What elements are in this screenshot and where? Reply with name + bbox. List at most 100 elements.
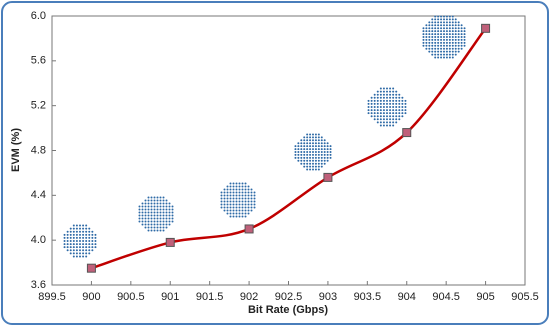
constellation-dot bbox=[445, 44, 448, 47]
constellation-dot bbox=[463, 38, 466, 41]
constellation-dot bbox=[229, 203, 232, 206]
constellation-dot bbox=[382, 115, 385, 118]
constellation-dot bbox=[448, 44, 451, 47]
constellation-dot bbox=[460, 33, 463, 36]
constellation-dot bbox=[82, 249, 85, 252]
constellation-dot bbox=[398, 118, 401, 121]
constellation-dot bbox=[428, 33, 431, 36]
constellation-dot bbox=[303, 159, 306, 162]
constellation-dot bbox=[150, 211, 153, 214]
constellation-dot bbox=[82, 227, 85, 230]
constellation-dot bbox=[147, 205, 150, 208]
constellation-dot bbox=[85, 233, 88, 236]
constellation-dot bbox=[241, 212, 244, 215]
constellation-dot bbox=[401, 96, 404, 99]
constellation-dot bbox=[320, 139, 323, 142]
constellation-dot bbox=[428, 36, 431, 38]
constellation-dot bbox=[229, 215, 232, 218]
constellation-dot bbox=[297, 148, 300, 151]
constellation-dot bbox=[376, 99, 379, 102]
constellation-dot bbox=[232, 206, 235, 209]
constellation-dot bbox=[223, 206, 226, 209]
constellation-dot bbox=[382, 102, 385, 105]
constellation-dot bbox=[425, 30, 428, 33]
constellation-dot bbox=[401, 112, 404, 115]
constellation-dot bbox=[373, 93, 376, 96]
constellation-dot bbox=[454, 24, 457, 27]
constellation-dot bbox=[226, 200, 229, 203]
constellation-dot bbox=[425, 33, 428, 36]
constellation-dot bbox=[389, 109, 392, 112]
constellation-dot bbox=[66, 233, 69, 236]
series-line bbox=[91, 27, 487, 270]
constellation-dot bbox=[306, 159, 309, 162]
constellation-dot bbox=[220, 203, 223, 206]
constellation-dot bbox=[395, 118, 398, 121]
constellation-dot bbox=[294, 151, 297, 153]
constellation-dot bbox=[306, 133, 309, 136]
constellation-dot bbox=[75, 255, 78, 258]
constellation-dot bbox=[317, 165, 320, 168]
constellation-dot bbox=[323, 139, 326, 142]
constellation-dot bbox=[326, 145, 329, 148]
constellation-dot bbox=[226, 188, 229, 191]
constellation-dot bbox=[235, 182, 238, 185]
constellation-dot bbox=[379, 102, 382, 105]
constellation-dot bbox=[422, 41, 425, 44]
constellation-dot bbox=[392, 96, 395, 99]
constellation-dot bbox=[389, 115, 392, 118]
constellation-dot bbox=[300, 142, 303, 145]
constellation-dot bbox=[448, 21, 451, 24]
constellation-dot bbox=[398, 109, 401, 112]
constellation-dot bbox=[445, 21, 448, 24]
constellation-dot bbox=[168, 208, 171, 211]
constellation-dot bbox=[431, 24, 434, 27]
constellation-dot bbox=[220, 200, 223, 203]
constellation-dot bbox=[72, 249, 75, 252]
constellation-dot bbox=[460, 27, 463, 30]
constellation-dot bbox=[238, 203, 241, 206]
constellation-dot bbox=[72, 227, 75, 230]
constellation-dot bbox=[229, 206, 232, 209]
constellation-dot bbox=[314, 162, 317, 165]
constellation-dot bbox=[386, 96, 388, 99]
constellation-dot bbox=[457, 27, 460, 30]
constellation-dot bbox=[457, 30, 460, 33]
constellation-dot bbox=[398, 99, 401, 102]
constellation-dot bbox=[445, 36, 448, 38]
constellation-dot bbox=[171, 220, 174, 223]
constellation-dot bbox=[66, 236, 69, 239]
constellation-dot bbox=[454, 47, 457, 50]
constellation-dot bbox=[448, 50, 451, 53]
constellation-dot bbox=[69, 227, 72, 230]
y-tick-label: 5.2 bbox=[31, 100, 46, 112]
constellation-dot bbox=[91, 236, 94, 239]
constellation-dot bbox=[250, 191, 253, 194]
constellation-dot bbox=[379, 90, 382, 93]
constellation-dot bbox=[309, 142, 312, 145]
constellation-dot bbox=[326, 148, 329, 151]
constellation-dot bbox=[379, 96, 382, 99]
constellation-dot bbox=[395, 99, 398, 102]
y-tick-label: 6.0 bbox=[31, 10, 46, 22]
constellation-dot bbox=[317, 151, 320, 153]
constellation-dot bbox=[72, 243, 75, 246]
constellation-dot bbox=[156, 229, 159, 232]
constellation-dot bbox=[171, 214, 174, 217]
constellation-dot bbox=[445, 50, 448, 53]
constellation-dot bbox=[159, 199, 162, 202]
constellation-dot bbox=[79, 243, 81, 246]
constellation-dot bbox=[297, 142, 300, 145]
x-tick-label: 904.5 bbox=[432, 291, 460, 303]
constellation-dot bbox=[150, 199, 153, 202]
constellation-dot bbox=[94, 243, 97, 246]
constellation-dot bbox=[79, 246, 81, 249]
constellation-dot bbox=[138, 205, 141, 208]
constellation-dot bbox=[395, 102, 398, 105]
constellation-dot bbox=[153, 229, 156, 232]
constellation-dot bbox=[223, 203, 226, 206]
constellation-dot bbox=[382, 109, 385, 112]
constellation-dot bbox=[451, 44, 454, 47]
constellation-dot bbox=[147, 220, 150, 223]
constellation-dot bbox=[320, 153, 323, 156]
